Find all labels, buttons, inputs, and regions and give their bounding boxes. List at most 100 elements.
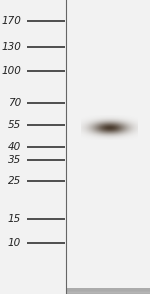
Bar (66, 289, 150, 292)
Bar (66, 290, 150, 293)
Bar (66, 291, 150, 294)
Bar (66, 288, 150, 291)
Bar (66, 291, 150, 294)
Bar (66, 289, 150, 292)
Bar (66, 291, 150, 294)
Bar (66, 288, 150, 291)
Bar (66, 288, 150, 291)
Text: 130: 130 (1, 42, 21, 52)
Bar (66, 291, 150, 294)
Text: 15: 15 (8, 214, 21, 224)
Bar (66, 289, 150, 292)
Text: 55: 55 (8, 120, 21, 130)
Bar (66, 289, 150, 292)
Bar (66, 290, 150, 293)
Bar (66, 289, 150, 292)
Bar (66, 290, 150, 293)
Bar (66, 288, 150, 291)
Bar (66, 290, 150, 293)
Bar (66, 290, 150, 293)
Bar (66, 289, 150, 292)
Bar (66, 290, 150, 293)
Bar (0, 0, 66, 294)
Bar (66, 288, 150, 291)
Bar (66, 291, 150, 294)
Bar (66, 290, 150, 293)
Bar (66, 289, 150, 292)
Bar (66, 290, 150, 293)
Bar (66, 291, 150, 294)
Bar (66, 290, 150, 293)
Bar (66, 290, 150, 293)
Bar (66, 290, 150, 293)
Bar (66, 289, 150, 292)
Bar (66, 289, 150, 292)
Text: 35: 35 (8, 155, 21, 165)
Bar (66, 289, 150, 292)
Bar (66, 290, 150, 293)
Bar (66, 290, 150, 293)
Bar (66, 289, 150, 292)
Bar (66, 288, 150, 291)
Bar (66, 289, 150, 292)
Bar (66, 289, 150, 292)
Bar (66, 289, 150, 292)
Bar (66, 290, 150, 293)
Bar (66, 290, 150, 293)
Bar (66, 290, 150, 293)
Bar (66, 290, 150, 293)
Bar (66, 291, 150, 294)
Bar (66, 289, 150, 292)
Bar (66, 290, 150, 293)
Bar (66, 291, 150, 294)
Bar (66, 289, 150, 292)
Bar (66, 289, 150, 292)
Text: 40: 40 (8, 142, 21, 152)
Bar (66, 290, 150, 293)
Bar (66, 290, 150, 293)
Bar (66, 291, 150, 294)
Bar (66, 289, 150, 292)
Bar (66, 289, 150, 292)
Bar (66, 288, 150, 291)
Bar (66, 288, 150, 291)
Text: 10: 10 (8, 238, 21, 248)
Bar (66, 288, 150, 291)
Bar (66, 290, 150, 293)
Bar (66, 289, 150, 292)
Text: 70: 70 (8, 98, 21, 108)
Bar (66, 290, 150, 293)
Bar (66, 290, 150, 293)
Bar (66, 290, 150, 293)
Bar (66, 288, 150, 291)
Bar (66, 291, 150, 294)
Bar (66, 290, 150, 293)
Bar (66, 290, 150, 293)
Bar (66, 290, 150, 293)
Bar (66, 291, 150, 294)
Bar (66, 288, 150, 291)
Text: 100: 100 (1, 66, 21, 76)
Bar (66, 289, 150, 292)
Bar (66, 289, 150, 292)
Bar (66, 290, 150, 293)
Text: 170: 170 (1, 16, 21, 26)
Bar (66, 288, 150, 291)
Text: 25: 25 (8, 176, 21, 186)
Bar (66, 290, 150, 293)
Bar (66, 290, 150, 293)
Bar (66, 288, 150, 291)
Bar (66, 290, 150, 293)
Bar (66, 290, 150, 293)
Bar (66, 291, 150, 294)
Bar (66, 289, 150, 292)
Bar (66, 290, 150, 293)
Bar (66, 288, 150, 291)
Bar (66, 289, 150, 292)
Bar (66, 291, 150, 294)
Bar (66, 290, 150, 293)
Bar (66, 289, 150, 292)
Bar (66, 289, 150, 292)
Bar (66, 290, 150, 293)
Bar (66, 289, 150, 292)
